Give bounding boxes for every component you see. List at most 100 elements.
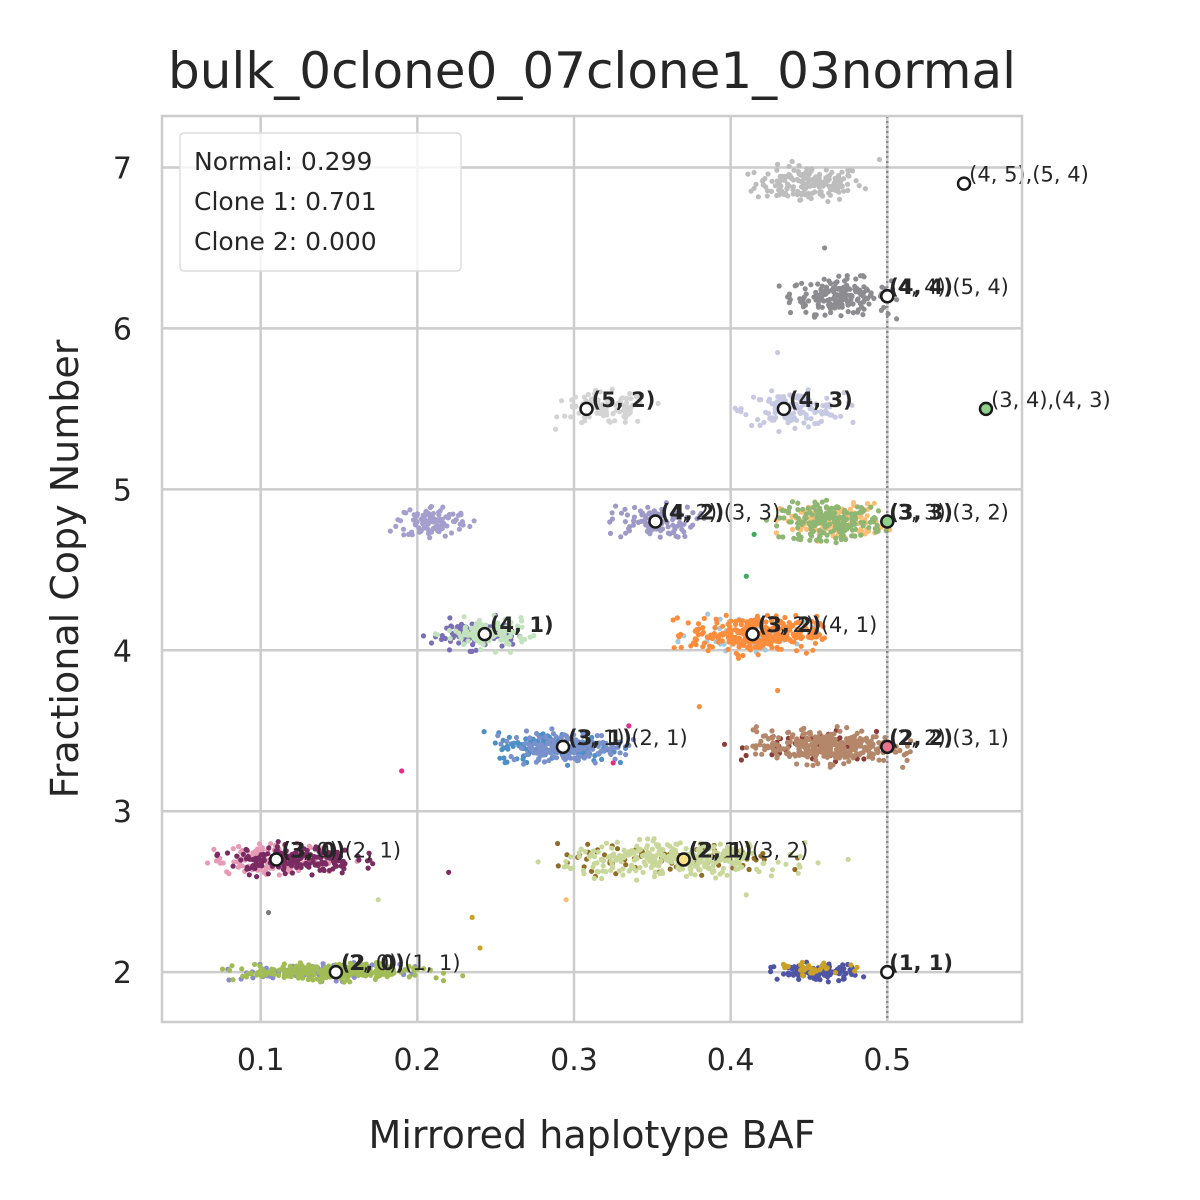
scatter-point <box>804 415 810 421</box>
scatter-point <box>519 618 525 624</box>
scatter-point <box>634 843 640 849</box>
scatter-point <box>618 534 624 540</box>
scatter-point <box>850 310 857 316</box>
scatter-point <box>808 282 814 288</box>
scatter-point <box>809 525 815 531</box>
scatter-point <box>768 188 775 194</box>
scatter-point <box>724 872 730 878</box>
scatter-point <box>769 178 775 184</box>
scatter-point <box>834 279 840 285</box>
scatter-point <box>787 310 794 316</box>
scatter-point <box>797 629 804 635</box>
scatter-point <box>427 535 433 541</box>
scatter-point <box>751 619 757 625</box>
scatter-point <box>297 960 303 966</box>
scatter-point <box>841 284 847 290</box>
scatter-point <box>807 183 813 189</box>
scatter-point <box>845 187 851 193</box>
scatter-point <box>316 849 322 855</box>
scatter-point <box>549 726 555 732</box>
scatter-point <box>674 841 680 847</box>
scatter-point <box>801 402 807 408</box>
scatter-point <box>305 976 311 983</box>
scatter-point <box>600 868 606 874</box>
scatter-point <box>407 507 413 513</box>
scatter-point <box>769 388 775 394</box>
scatter-point <box>769 867 776 873</box>
scatter-point <box>440 978 447 984</box>
scatter-point <box>266 845 272 851</box>
scatter-point <box>845 172 851 178</box>
scatter-point <box>823 505 830 511</box>
scatter-point <box>844 276 850 282</box>
scatter-point <box>319 859 325 865</box>
scatter-point <box>715 850 721 857</box>
scatter-point <box>668 848 674 855</box>
scatter-point <box>437 517 443 523</box>
scatter-point <box>473 647 479 653</box>
scatter-point <box>640 869 646 876</box>
scatter-point <box>698 510 704 517</box>
scatter-point <box>561 755 567 761</box>
scatter-point <box>761 860 767 866</box>
scatter-point <box>571 750 577 756</box>
scatter-point <box>774 753 780 759</box>
scatter-point <box>360 962 366 968</box>
scatter-point <box>586 854 593 860</box>
scatter-point <box>726 628 732 634</box>
scatter-point <box>774 167 780 173</box>
scatter-point <box>491 626 497 632</box>
state-marker <box>676 852 691 867</box>
scatter-point <box>769 401 775 407</box>
scatter-point <box>804 526 810 533</box>
scatter-point <box>568 854 574 860</box>
scatter-point <box>446 627 453 634</box>
scatter-point <box>744 622 750 628</box>
scatter-point <box>789 158 795 165</box>
scatter-point <box>585 737 591 744</box>
scatter-point <box>817 622 823 628</box>
scatter-point <box>412 972 418 978</box>
scatter-point <box>477 945 483 951</box>
scatter-point <box>435 526 441 532</box>
scatter-point <box>568 414 574 420</box>
scatter-point <box>261 851 267 858</box>
scatter-point <box>791 751 797 758</box>
scatter-point <box>626 723 632 729</box>
scatter-point <box>813 289 819 295</box>
scatter-point <box>697 840 704 847</box>
scatter-point <box>591 848 597 854</box>
scatter-point <box>597 410 603 417</box>
scatter-point <box>545 740 551 746</box>
scatter-point <box>813 312 819 318</box>
scatter-point <box>594 733 600 739</box>
scatter-point <box>827 969 833 975</box>
scatter-point <box>492 649 498 655</box>
scatter-point <box>818 409 824 415</box>
scatter-point <box>600 858 606 864</box>
scatter-point <box>834 522 840 529</box>
scatter-point <box>757 742 763 748</box>
scatter-point <box>725 646 731 653</box>
scatter-point <box>657 871 663 877</box>
scatter-point <box>735 655 742 661</box>
scatter-point <box>791 964 797 970</box>
scatter-point <box>585 841 591 847</box>
scatter-point <box>744 745 750 751</box>
scatter-point <box>823 497 830 503</box>
scatter-point <box>433 975 439 981</box>
scatter-point <box>519 624 525 630</box>
scatter-point <box>839 183 845 189</box>
scatter-point <box>647 531 653 537</box>
scatter-point <box>364 858 371 864</box>
state-annotation: (4, 4),(5, 4) <box>889 275 1009 299</box>
scatter-point <box>320 866 326 872</box>
scatter-point <box>501 755 507 761</box>
scatter-point <box>599 844 605 850</box>
scatter-point <box>790 622 796 629</box>
scatter-point <box>704 855 710 862</box>
state-annotation: (2, 0),(1, 1) <box>341 951 461 975</box>
scatter-point <box>797 864 803 870</box>
scatter-point <box>400 526 407 532</box>
scatter-point <box>897 747 903 754</box>
